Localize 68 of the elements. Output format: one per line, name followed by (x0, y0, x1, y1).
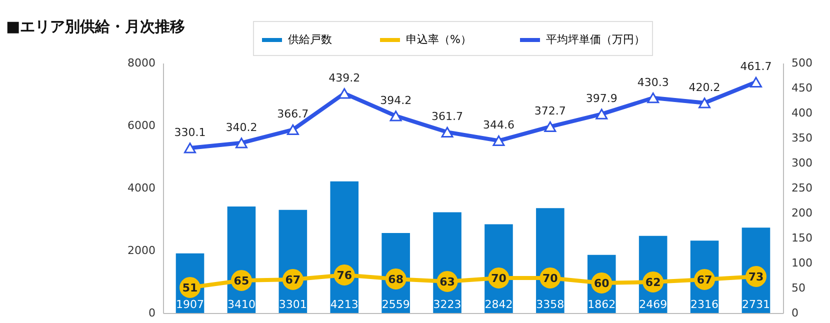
data-label: 2316 (690, 298, 719, 311)
y-tick-label: 4000 (128, 182, 156, 194)
data-label: 397.9 (586, 92, 618, 106)
legend-label: 供給戸数 (288, 33, 332, 46)
y2-tick-label: 250 (792, 182, 812, 194)
point (390, 110, 402, 122)
y2-tick-label: 500 (792, 56, 812, 70)
point (235, 138, 248, 148)
data-label: 60 (594, 277, 610, 290)
y2-tick-label: 450 (792, 82, 812, 94)
data-label: 70 (491, 272, 507, 285)
y2-tick-label: 100 (792, 256, 812, 270)
point (492, 135, 505, 146)
data-label: 366.7 (277, 108, 309, 121)
data-label: 1907 (176, 298, 204, 311)
data-label: 73 (748, 270, 764, 284)
y2-tick-label: 400 (792, 106, 812, 120)
data-label: 67 (696, 274, 712, 286)
point (647, 92, 660, 104)
data-label: 394.2 (380, 94, 412, 107)
data-label: 330.1 (174, 126, 206, 139)
data-label: 372.7 (534, 104, 566, 118)
data-label: 344.6 (482, 118, 514, 132)
data-label: 2559 (382, 298, 410, 311)
data-label: 3410 (227, 298, 256, 311)
point (184, 142, 196, 154)
chart-title: ■エリア別供給・月次推移 (6, 18, 186, 36)
data-label: 2842 (484, 298, 513, 311)
data-label: 51 (182, 282, 198, 294)
y2-tick-label: 0 (792, 306, 798, 320)
data-label: 62 (645, 276, 661, 289)
data-label: 1862 (588, 298, 616, 311)
data-label: 63 (440, 276, 455, 288)
data-label: 340.2 (226, 120, 258, 134)
legend-label: 平均坪単価（万円） (546, 33, 645, 46)
data-label: 67 (285, 274, 301, 286)
data-label: 2731 (742, 298, 770, 311)
y2-tick-label: 350 (792, 132, 812, 144)
data-label: 65 (234, 274, 250, 288)
y-tick-label: 8000 (128, 56, 156, 70)
point (750, 76, 762, 88)
data-label: 420.2 (688, 80, 720, 94)
data-label: 4213 (330, 298, 358, 311)
y-tick-label: 6000 (128, 119, 156, 132)
point (698, 98, 711, 108)
point (596, 108, 608, 120)
data-label: 430.3 (637, 76, 669, 89)
data-label: 68 (388, 273, 404, 286)
data-label: 439.2 (328, 71, 360, 84)
y2-tick-label: 300 (792, 156, 812, 170)
y-tick-label: 0 (148, 306, 156, 320)
data-label: 3301 (278, 298, 307, 311)
legend-label: 申込率（%） (406, 33, 472, 46)
bar (330, 181, 359, 313)
data-label: 76 (336, 269, 352, 282)
point (441, 126, 454, 138)
data-label: 361.7 (432, 110, 464, 124)
y2-tick-label: 50 (792, 282, 806, 294)
data-label: 2469 (639, 298, 668, 311)
point (286, 124, 299, 135)
y2-tick-label: 150 (792, 232, 812, 244)
data-label: 3358 (536, 298, 564, 311)
data-label: 461.7 (740, 60, 772, 74)
point (544, 121, 556, 132)
y-tick-label: 2000 (128, 244, 156, 257)
y2-tick-label: 200 (792, 206, 812, 220)
data-label: 70 (542, 272, 558, 285)
data-label: 3223 (433, 298, 462, 311)
